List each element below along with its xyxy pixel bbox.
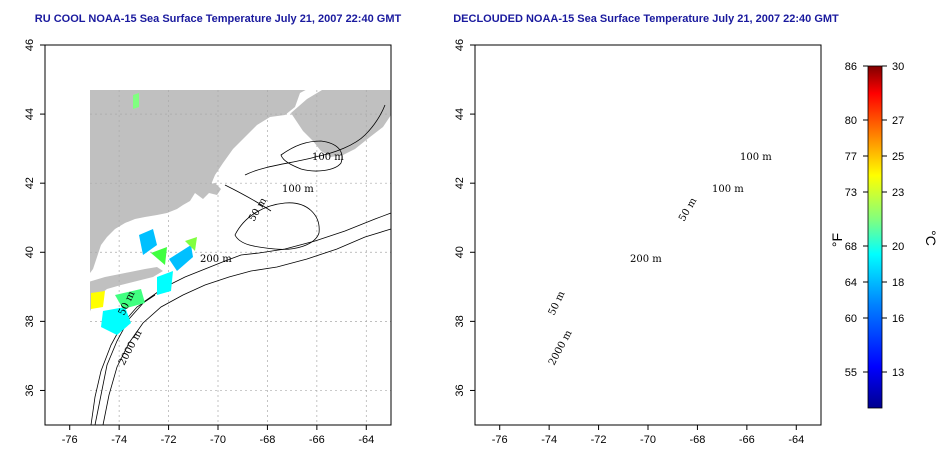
x-tick-label: -64 [358,434,374,446]
contour-label: 200 m [630,254,662,265]
y-tick-label: 46 [24,39,36,51]
x-tick-label: -70 [640,434,656,446]
axis-ticks-left: -76 -74 -72 -70 -68 -66 -64 36 38 40 42 44 46 [24,39,374,446]
contour-label: 100 m [282,184,314,195]
fahrenheit-tick-label: 73 [845,187,857,199]
fahrenheit-tick-label: 77 [845,151,857,163]
fahrenheit-tick-label: 64 [845,277,857,289]
x-tick-label: -76 [62,434,78,446]
colorbar-ticks: 30 86 27 80 25 77 23 73 20 68 18 64 16 60 13 55 [845,61,905,379]
fahrenheit-tick-label: 68 [845,241,857,253]
x-tick-label: -66 [739,434,755,446]
y-tick-label: 40 [454,246,466,258]
celsius-unit-label: °C [923,230,939,246]
celsius-tick-label: 20 [892,241,904,253]
contour-label: 100 m [740,152,772,163]
y-tick-label: 44 [454,108,466,120]
colorbar-gradient [867,65,883,409]
fahrenheit-tick-label: 86 [845,61,857,73]
colorbar: 30 86 27 80 25 77 23 73 20 68 18 64 16 60 13 55 °F °C [829,61,939,409]
map-title-left: RU COOL NOAA-15 Sea Surface Temperature … [35,13,402,25]
y-tick-label: 36 [24,384,36,396]
contour-label: 100 m [712,184,744,195]
x-tick-label: -76 [492,434,508,446]
fahrenheit-unit-label: °F [829,233,845,247]
fahrenheit-tick-label: 60 [845,313,857,325]
x-tick-label: -72 [161,434,177,446]
x-tick-label: -66 [309,434,325,446]
fahrenheit-tick-label: 80 [845,115,857,127]
y-tick-label: 40 [24,246,36,258]
x-tick-label: -72 [591,434,607,446]
celsius-tick-label: 27 [892,115,904,127]
y-tick-label: 38 [454,315,466,327]
map-panel-right: -76 -74 -72 -70 -68 -66 -64 36 38 40 42 44 46 [454,39,822,446]
celsius-tick-label: 30 [892,61,904,73]
y-tick-label: 44 [24,108,36,120]
x-tick-label: -64 [788,434,804,446]
sst-patches [91,93,197,335]
celsius-tick-label: 25 [892,151,904,163]
map-panel-left: -76 -74 -72 -70 -68 -66 -64 36 38 40 42 44 46 [24,39,392,446]
x-tick-label: -68 [689,434,705,446]
fahrenheit-tick-label: 55 [845,367,857,379]
celsius-tick-label: 16 [892,313,904,325]
celsius-tick-label: 13 [892,367,904,379]
celsius-tick-label: 18 [892,277,904,289]
contour-label: 100 m [312,152,344,163]
y-tick-label: 42 [24,177,36,189]
x-tick-label: -74 [111,434,127,446]
axis-ticks-right: -76 -74 -72 -70 -68 -66 -64 36 38 40 42 44 46 [454,39,804,446]
map-title-right: DECLOUDED NOAA-15 Sea Surface Temperatur… [453,13,839,25]
x-tick-label: -74 [541,434,557,446]
celsius-tick-label: 23 [892,187,904,199]
y-tick-label: 42 [454,177,466,189]
y-tick-label: 36 [454,384,466,396]
y-tick-label: 46 [454,39,466,51]
lat-lon-grid [90,90,391,425]
x-tick-label: -68 [259,434,275,446]
y-tick-label: 38 [24,315,36,327]
contour-label: 200 m [200,254,232,265]
x-tick-label: -70 [210,434,226,446]
